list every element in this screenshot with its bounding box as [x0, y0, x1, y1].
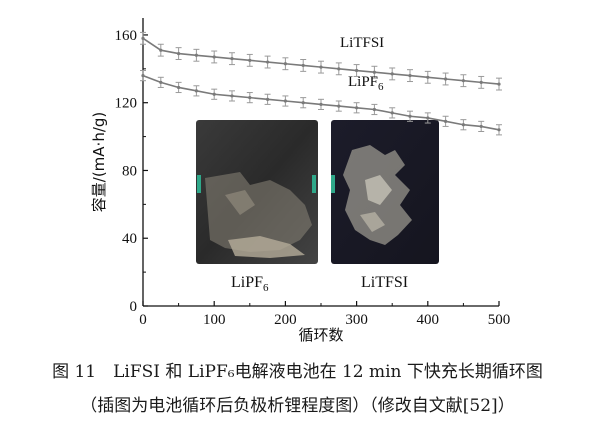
data-point	[337, 67, 341, 71]
x-tick-label: 100	[203, 312, 226, 328]
data-point	[408, 74, 412, 78]
x-tick-label: 200	[274, 312, 297, 328]
data-point	[497, 82, 501, 86]
inset-label-lipf6-sub: 6	[263, 282, 269, 294]
data-point	[230, 94, 234, 98]
y-tick-label: 160	[115, 28, 138, 44]
data-point	[141, 36, 145, 40]
data-point	[212, 55, 216, 59]
y-tick-label: 40	[122, 231, 137, 247]
capacity-chart: LiPF6 LiTFSI 0 100 200 300 400 500 0408012016…	[90, 18, 510, 344]
data-point	[177, 85, 181, 90]
series-label-lipf6: LiPF6	[348, 74, 384, 93]
caption-line-1: 图 11 LiFSI 和 LiPF₆电解液电池在 12 min 下快充长期循环图	[52, 362, 543, 382]
data-point	[230, 57, 234, 61]
data-point	[283, 99, 287, 103]
inset-photo: LiPF6 LiTFSI	[188, 117, 450, 295]
data-point	[248, 58, 252, 62]
x-tick-label: 300	[345, 312, 368, 328]
y-tick-label: 80	[122, 163, 137, 179]
inset-label-lipf6: LiPF6	[231, 274, 269, 294]
data-point	[194, 89, 198, 93]
data-point	[266, 97, 270, 101]
data-point	[301, 101, 305, 105]
x-tick-label: 500	[488, 312, 511, 328]
data-point	[355, 68, 359, 73]
data-point	[444, 119, 448, 123]
figure-caption: 图 11 LiFSI 和 LiPF₆电解液电池在 12 min 下快充长期循环图…	[0, 355, 595, 423]
data-point	[426, 116, 430, 120]
inset-plate-lipf6	[196, 120, 318, 264]
data-point	[194, 53, 198, 57]
data-point	[159, 48, 163, 52]
inset-label-litfsi: LiTFSI	[361, 274, 408, 291]
y-tick-label: 0	[130, 299, 138, 315]
data-point	[372, 70, 376, 74]
data-point	[390, 111, 394, 115]
data-point	[497, 128, 501, 132]
data-point	[479, 124, 483, 129]
x-tick-label: 0	[139, 312, 147, 328]
x-axis-title: 循环数	[298, 326, 343, 344]
series-litfsi	[140, 31, 502, 91]
x-tick-label: 400	[417, 312, 440, 328]
inset-label-lipf6-main: LiPF	[231, 274, 263, 291]
series-lipf6	[140, 70, 502, 136]
series-label-lipf6-sub: 6	[378, 81, 384, 93]
data-point	[319, 102, 323, 106]
data-point	[266, 60, 270, 64]
data-point	[372, 107, 376, 112]
data-point	[159, 80, 163, 84]
data-point	[426, 75, 430, 79]
data-point	[390, 72, 394, 76]
y-tick-label: 120	[115, 96, 138, 112]
data-point	[283, 62, 287, 66]
data-point	[177, 51, 181, 56]
data-point	[319, 65, 323, 69]
data-point	[301, 63, 305, 68]
series-label-litfsi: LiTFSI	[340, 35, 384, 51]
inset-plate-litfsi	[331, 120, 439, 264]
data-point	[337, 104, 341, 108]
x-ticks: 0 100 200 300 400 500	[139, 301, 510, 328]
data-point	[141, 74, 145, 78]
caption-line-2: （插图为电池循环后负极析锂程度图）（修改自文献[52]）	[80, 396, 515, 416]
series-label-lipf6-main: LiPF	[348, 74, 378, 90]
data-point	[444, 77, 448, 81]
data-point	[212, 92, 216, 96]
series-label-litfsi-main: LiTFSI	[340, 35, 384, 51]
data-point	[461, 123, 465, 127]
y-axis-title: 容量/(mA·h/g)	[90, 112, 108, 212]
data-point	[461, 79, 465, 83]
data-point	[408, 114, 412, 118]
y-ticks: 0 40 80 120 160	[115, 28, 148, 315]
data-point	[479, 80, 483, 84]
data-point	[248, 96, 252, 100]
series-layer	[140, 31, 502, 136]
data-point	[355, 106, 359, 110]
